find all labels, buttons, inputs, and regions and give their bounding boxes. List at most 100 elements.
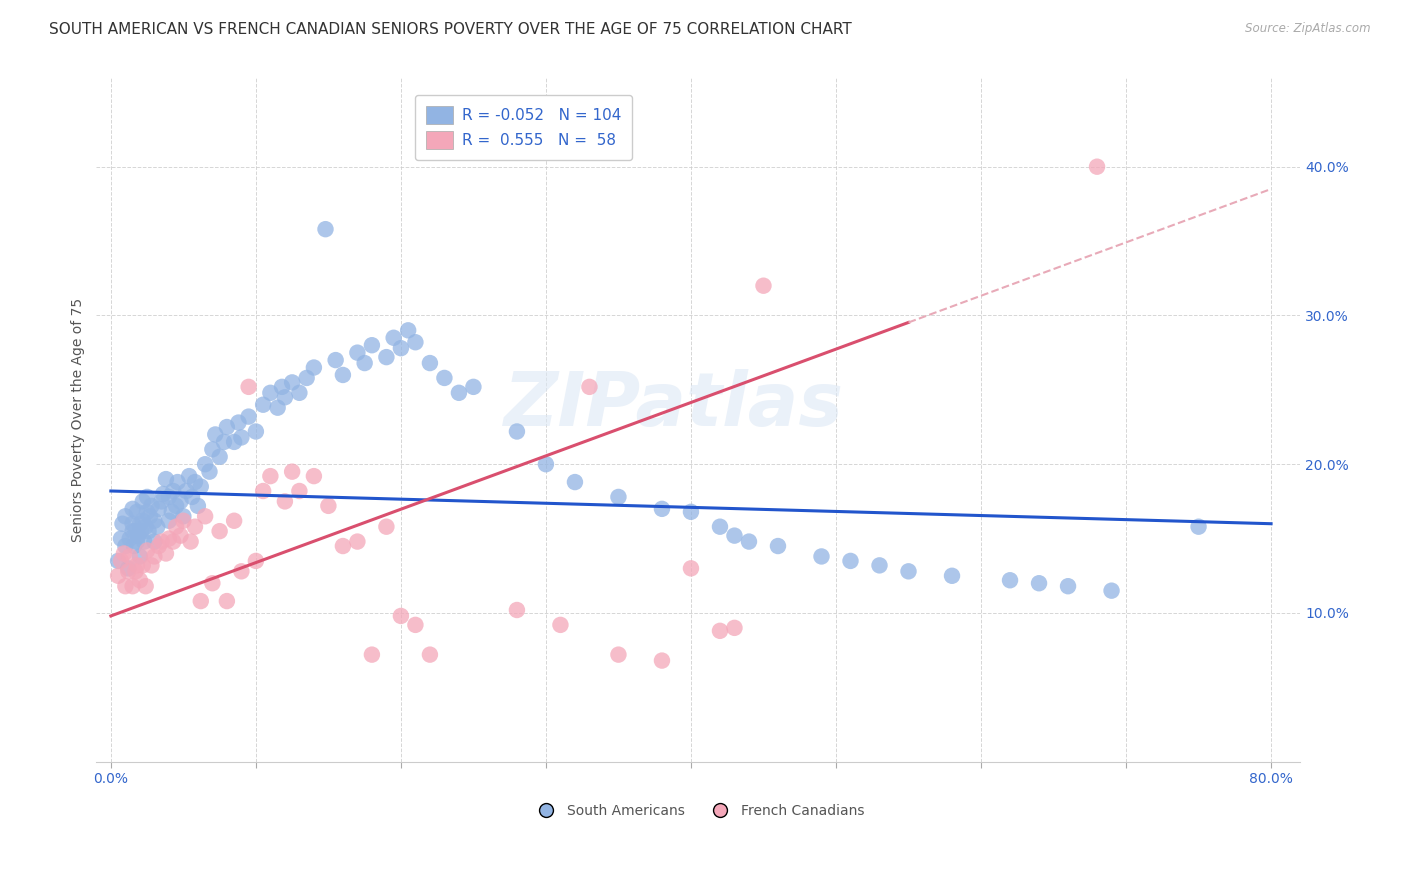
Point	[897, 565, 920, 579]
Point	[228, 416, 250, 430]
Point	[245, 425, 267, 439]
Point	[651, 501, 673, 516]
Point	[651, 654, 673, 668]
Text: ZIPatlas: ZIPatlas	[505, 369, 844, 442]
Point	[118, 549, 141, 564]
Point	[187, 499, 209, 513]
Point	[564, 475, 586, 489]
Text: SOUTH AMERICAN VS FRENCH CANADIAN SENIORS POVERTY OVER THE AGE OF 75 CORRELATION: SOUTH AMERICAN VS FRENCH CANADIAN SENIOR…	[49, 22, 852, 37]
Point	[325, 353, 347, 368]
Point	[709, 519, 731, 533]
Point	[141, 499, 163, 513]
Point	[121, 524, 143, 538]
Point	[204, 427, 226, 442]
Point	[1028, 576, 1050, 591]
Point	[131, 524, 153, 538]
Point	[155, 472, 177, 486]
Point	[463, 380, 485, 394]
Point	[169, 494, 191, 508]
Point	[165, 499, 187, 513]
Point	[281, 376, 304, 390]
Point	[1085, 160, 1108, 174]
Point	[127, 528, 149, 542]
Point	[404, 335, 426, 350]
Point	[114, 579, 136, 593]
Point	[288, 483, 311, 498]
Point	[166, 475, 188, 489]
Point	[550, 618, 572, 632]
Point	[152, 487, 174, 501]
Point	[208, 524, 231, 538]
Point	[1057, 579, 1080, 593]
Point	[361, 338, 384, 352]
Point	[332, 368, 354, 382]
Point	[162, 483, 184, 498]
Point	[150, 494, 173, 508]
Point	[201, 576, 224, 591]
Point	[419, 356, 441, 370]
Point	[194, 509, 217, 524]
Point	[839, 554, 862, 568]
Point	[118, 532, 141, 546]
Legend: South Americans, French Canadians: South Americans, French Canadians	[527, 798, 869, 823]
Point	[124, 524, 146, 538]
Point	[162, 534, 184, 549]
Point	[208, 450, 231, 464]
Point	[141, 558, 163, 573]
Point	[259, 469, 281, 483]
Point	[148, 501, 170, 516]
Point	[165, 519, 187, 533]
Point	[198, 465, 221, 479]
Point	[389, 609, 412, 624]
Point	[184, 519, 207, 533]
Point	[679, 505, 702, 519]
Point	[353, 356, 375, 370]
Point	[125, 558, 148, 573]
Point	[125, 534, 148, 549]
Point	[274, 494, 297, 508]
Point	[238, 409, 260, 424]
Point	[607, 648, 630, 662]
Point	[121, 579, 143, 593]
Point	[941, 569, 963, 583]
Point	[723, 528, 745, 542]
Point	[117, 561, 139, 575]
Point	[124, 565, 146, 579]
Point	[136, 505, 159, 519]
Point	[396, 323, 419, 337]
Point	[318, 499, 340, 513]
Y-axis label: Seniors Poverty Over the Age of 75: Seniors Poverty Over the Age of 75	[72, 298, 86, 541]
Point	[112, 546, 135, 560]
Point	[506, 425, 529, 439]
Point	[134, 534, 156, 549]
Point	[132, 558, 155, 573]
Point	[224, 514, 246, 528]
Point	[139, 509, 162, 524]
Point	[274, 390, 297, 404]
Point	[121, 516, 143, 531]
Point	[180, 534, 202, 549]
Point	[578, 380, 600, 394]
Point	[382, 331, 405, 345]
Point	[135, 519, 157, 533]
Point	[143, 549, 166, 564]
Point	[172, 509, 194, 524]
Point	[128, 516, 150, 531]
Point	[433, 371, 456, 385]
Point	[194, 457, 217, 471]
Point	[148, 539, 170, 553]
Point	[215, 420, 238, 434]
Point	[190, 594, 212, 608]
Point	[136, 490, 159, 504]
Point	[288, 385, 311, 400]
Point	[361, 648, 384, 662]
Point	[375, 519, 398, 533]
Point	[419, 648, 441, 662]
Point	[157, 490, 180, 504]
Point	[157, 532, 180, 546]
Point	[447, 385, 470, 400]
Point	[998, 574, 1021, 588]
Point	[117, 565, 139, 579]
Point	[302, 469, 325, 483]
Point	[132, 494, 155, 508]
